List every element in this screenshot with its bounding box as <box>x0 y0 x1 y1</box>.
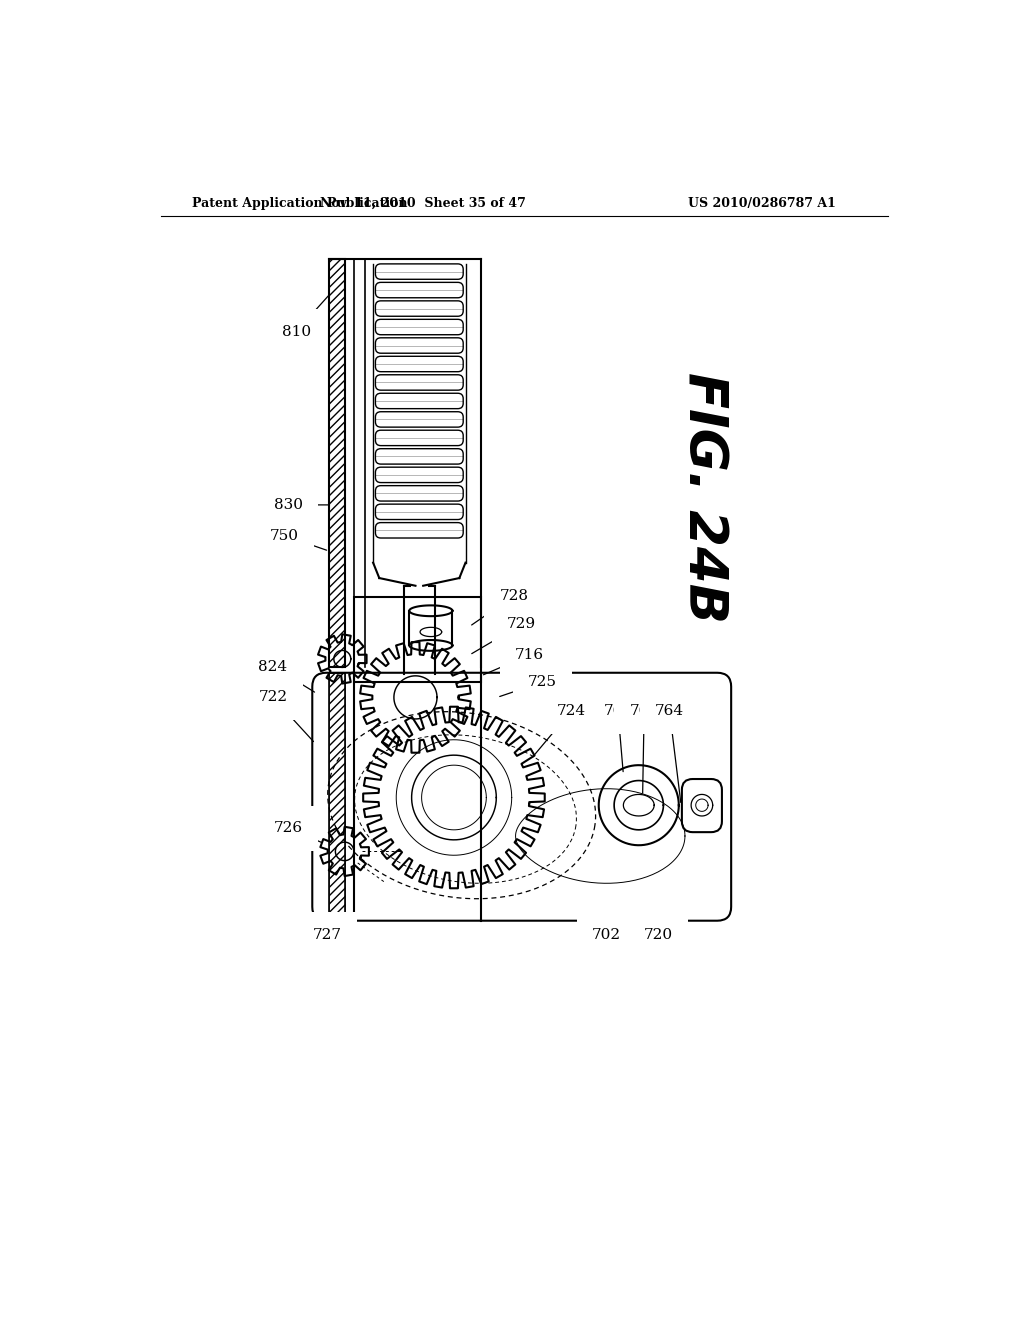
Text: 702: 702 <box>592 928 621 941</box>
Text: 720: 720 <box>643 928 673 941</box>
Bar <box>330 259 345 667</box>
Text: 728: 728 <box>500 589 528 603</box>
Text: 750: 750 <box>270 529 299 543</box>
Bar <box>330 673 345 921</box>
Bar <box>330 259 345 667</box>
Text: US 2010/0286787 A1: US 2010/0286787 A1 <box>688 197 836 210</box>
Text: 724: 724 <box>556 705 586 718</box>
Text: 722: 722 <box>258 690 288 705</box>
Text: 716: 716 <box>515 648 544 663</box>
Text: 725: 725 <box>528 675 557 689</box>
Text: Patent Application Publication: Patent Application Publication <box>193 197 408 210</box>
Text: 764: 764 <box>655 705 684 718</box>
Text: 762: 762 <box>630 705 658 718</box>
Text: 824: 824 <box>258 660 288 673</box>
Text: Nov. 11, 2010  Sheet 35 of 47: Nov. 11, 2010 Sheet 35 of 47 <box>321 197 526 210</box>
Text: 830: 830 <box>273 498 303 512</box>
Text: FIG. 24B: FIG. 24B <box>677 372 729 623</box>
Text: 760: 760 <box>603 705 633 718</box>
Bar <box>354 597 481 682</box>
Bar <box>330 673 345 921</box>
Text: 727: 727 <box>312 928 341 941</box>
Text: 726: 726 <box>273 821 303 836</box>
Text: 810: 810 <box>282 325 310 339</box>
Text: 729: 729 <box>507 618 537 631</box>
